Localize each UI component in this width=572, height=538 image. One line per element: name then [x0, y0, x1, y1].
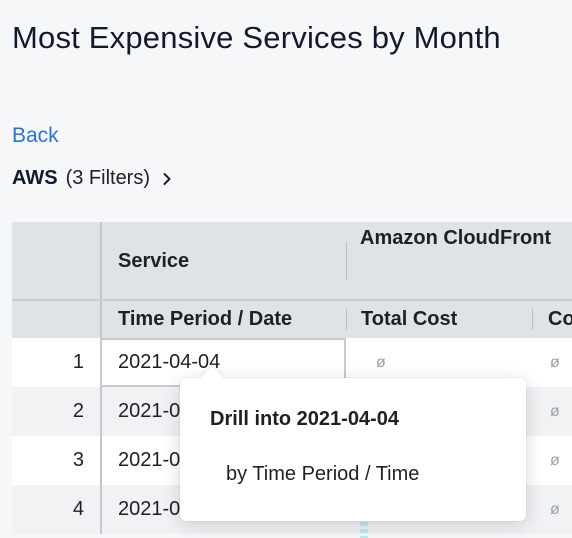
chevron-right-icon	[163, 172, 171, 185]
column-group-header[interactable]: Amazon CloudFront	[346, 222, 572, 299]
date-cell[interactable]: 2021-0	[100, 485, 346, 534]
dimension-header-label: Time Period / Date	[118, 308, 293, 330]
page-title: Most Expensive Services by Month	[12, 20, 501, 55]
null-value-cell[interactable]: ø	[550, 500, 560, 518]
date-cell[interactable]: 2021-0	[100, 436, 346, 485]
header-row-columns: Time Period / Date Total Cost Co	[12, 299, 572, 338]
drill-tooltip-title: Drill into 2021-04-04	[210, 408, 399, 430]
corner-header-cell	[12, 222, 100, 299]
null-value-cell[interactable]: ø	[550, 451, 560, 469]
drill-tooltip: Drill into 2021-04-04 by Time Period / T…	[180, 366, 526, 521]
group-divider	[346, 242, 347, 280]
total-cost-header-label: Total Cost	[361, 308, 458, 330]
data-source-label: AWS	[12, 167, 58, 189]
cell-highlight-marker	[360, 522, 368, 538]
null-value-cell[interactable]: ø	[376, 353, 386, 371]
filter-count-label: (3 Filters)	[65, 167, 151, 189]
back-link[interactable]: Back	[12, 124, 59, 147]
total-cost-header-cell[interactable]: Total Cost	[346, 301, 532, 338]
row-number: 3	[72, 449, 84, 471]
corner-header-cell-2	[12, 301, 100, 338]
header-row-group: Service Amazon CloudFront	[12, 222, 572, 299]
filters-breadcrumb[interactable]: AWS (3 Filters)	[12, 167, 174, 190]
service-header-label: Service	[118, 250, 190, 272]
row-number: 1	[72, 351, 84, 373]
drill-option-time-period[interactable]: by Time Period / Time	[226, 463, 420, 485]
date-cell[interactable]: 2021-0	[100, 387, 346, 436]
null-value-cell[interactable]: ø	[550, 402, 560, 420]
dimension-header-cell[interactable]: Time Period / Date	[100, 301, 346, 338]
null-value-cell[interactable]: ø	[550, 353, 560, 371]
row-number: 4	[72, 498, 84, 520]
column-group-label: Amazon CloudFront	[360, 227, 552, 249]
next-column-header-cell[interactable]: Co	[532, 301, 572, 338]
row-number: 2	[72, 400, 84, 422]
service-header-label-cell: Service	[100, 222, 346, 299]
next-column-header-label: Co	[548, 308, 572, 330]
